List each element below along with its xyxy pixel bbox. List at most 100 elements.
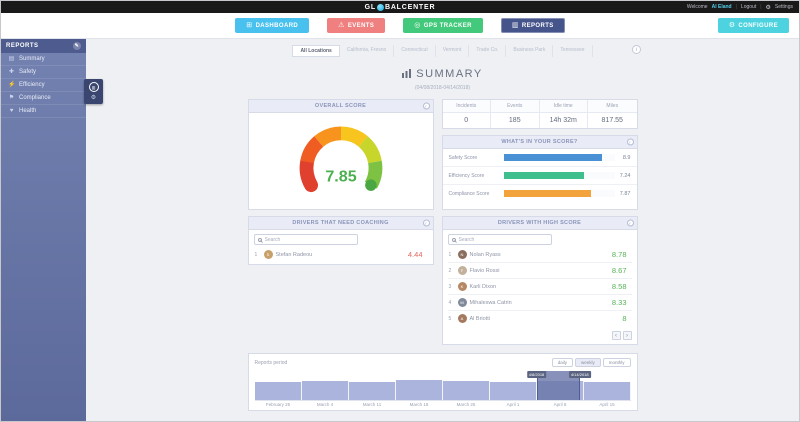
nav-label: GPS TRACKER bbox=[423, 22, 472, 29]
driver-row[interactable]: 3 K Karli Dixon 8.58 bbox=[447, 279, 632, 295]
sidebar-item-summary[interactable]: ▤ Summary bbox=[1, 53, 86, 66]
warning-icon: ⚠ bbox=[338, 22, 345, 29]
nav-label: CONFIGURE bbox=[738, 22, 778, 29]
nav-label: REPORTS bbox=[521, 22, 554, 29]
stat-value-events: 185 bbox=[491, 113, 540, 128]
info-icon[interactable]: i bbox=[422, 219, 430, 227]
timeline-bar bbox=[583, 381, 631, 400]
driver-rank: 1 bbox=[448, 251, 452, 258]
sidebar-item-health[interactable]: ♥ Health bbox=[1, 105, 86, 118]
page-title: SUMMARY bbox=[402, 68, 483, 80]
reports-sidebar: REPORTS ✎ ▤ Summary ✚ Safety ⚡ Efficienc… bbox=[1, 39, 86, 421]
driver-row[interactable]: 1 N Nolan Ryass 8.78 bbox=[447, 247, 632, 263]
panel-header: DRIVERS THAT NEED COACHING i bbox=[248, 217, 433, 230]
welcome-label: Welcome bbox=[686, 4, 708, 10]
sidebar-item-label: Efficiency bbox=[19, 82, 45, 88]
sidebar-item-efficiency[interactable]: ⚡ Efficiency bbox=[1, 79, 86, 92]
driver-row[interactable]: 5 A Al Briotti 8 bbox=[448, 311, 632, 326]
range-weekly-button[interactable]: weekly bbox=[574, 358, 601, 367]
pencil-icon[interactable]: ✎ bbox=[73, 42, 81, 50]
bar-chart-icon: ▤ bbox=[8, 56, 15, 62]
timeline-bar bbox=[348, 382, 396, 400]
avatar: N bbox=[457, 250, 467, 259]
bar-chart-icon bbox=[402, 69, 412, 78]
info-icon[interactable]: i bbox=[626, 219, 634, 227]
driver-score: 8.58 bbox=[611, 282, 627, 291]
tab-location-1[interactable]: California, Fresno bbox=[340, 45, 395, 57]
axis-label: March 25 bbox=[456, 402, 476, 407]
info-icon[interactable]: i bbox=[632, 45, 641, 54]
driver-row[interactable]: 4 M Mihaleswa Catrin 8.33 bbox=[447, 295, 632, 311]
driver-score: 4.44 bbox=[407, 250, 423, 259]
info-icon[interactable]: i bbox=[626, 138, 634, 146]
range-daily-button[interactable]: daily bbox=[551, 358, 573, 367]
tab-location-6[interactable]: Tennessee bbox=[553, 45, 593, 57]
gear-icon: ⚙ bbox=[765, 4, 771, 11]
selection-start-badge: 4/8/2018 bbox=[526, 371, 547, 378]
tab-location-2[interactable]: Connecticut bbox=[394, 45, 436, 57]
panel-header: OVERALL SCORE i bbox=[248, 100, 433, 113]
driver-row[interactable]: 1 S Stefan Radeou 4.44 bbox=[254, 247, 428, 262]
timeline-bar bbox=[301, 380, 349, 400]
search-input[interactable] bbox=[458, 236, 548, 243]
driver-name: Al Briotti bbox=[469, 315, 490, 322]
stat-label: Incidents bbox=[442, 100, 491, 113]
nav-configure-button[interactable]: ⚙ CONFIGURE bbox=[717, 18, 789, 33]
score-bar-fill-1 bbox=[503, 172, 584, 179]
date-range: (04/08/2018-04/14/2018) bbox=[414, 85, 471, 91]
stat-value-idle-time: 14h 32m bbox=[540, 113, 588, 128]
driver-score: 8.33 bbox=[611, 298, 627, 307]
tab-all-locations[interactable]: All Locations bbox=[292, 45, 340, 57]
nav-events-button[interactable]: ⚠ EVENTS bbox=[327, 18, 386, 33]
stat-value-miles: 817.55 bbox=[601, 117, 623, 124]
range-buttons: daily weekly monthly bbox=[551, 358, 631, 367]
nav-gps-tracker-button[interactable]: ◎ GPS TRACKER bbox=[403, 18, 483, 33]
search-input[interactable] bbox=[264, 236, 354, 243]
logo-text-left: GL bbox=[364, 3, 376, 11]
title-block: SUMMARY (04/08/2018-04/14/2018) bbox=[86, 65, 799, 91]
nav-dashboard-button[interactable]: ⊞ DASHBOARD bbox=[235, 18, 310, 33]
settings-link[interactable]: Settings bbox=[774, 4, 793, 10]
driver-row[interactable]: 2 F Flavio Rossi 8.67 bbox=[447, 263, 632, 279]
axis-label: April 8 bbox=[553, 402, 567, 407]
sidebar-title: REPORTS bbox=[6, 43, 39, 49]
username: Al Eland bbox=[711, 4, 732, 10]
bolt-icon: ⚡ bbox=[8, 82, 16, 88]
axis-label: February 25 bbox=[265, 402, 291, 407]
avatar: M bbox=[457, 298, 467, 307]
tab-location-4[interactable]: Trade Co. bbox=[469, 45, 507, 57]
body-row: REPORTS ✎ ▤ Summary ✚ Safety ⚡ Efficienc… bbox=[1, 39, 799, 421]
period-timeline[interactable]: 4/8/2018 4/14/2018 bbox=[254, 371, 631, 401]
driver-name: Stefan Radeou bbox=[275, 251, 313, 258]
prev-page-button[interactable]: ‹ bbox=[611, 331, 621, 340]
tab-location-5[interactable]: Business Park bbox=[506, 45, 554, 57]
driver-score: 8.67 bbox=[611, 266, 627, 275]
sidebar-item-label: Summary bbox=[19, 56, 45, 62]
avatar: F bbox=[457, 266, 467, 275]
sidebar-item-compliance[interactable]: ⚑ Compliance bbox=[1, 92, 86, 105]
driver-rank: 2 bbox=[448, 267, 452, 274]
reports-quick-badge[interactable]: ▥ ⚙ bbox=[84, 79, 103, 104]
axis-label: April 1 bbox=[506, 402, 520, 407]
score-bar-value: 8.9 bbox=[622, 154, 631, 161]
info-icon[interactable]: i bbox=[422, 102, 430, 110]
next-page-button[interactable]: › bbox=[622, 331, 632, 340]
score-bar-value: 7.87 bbox=[619, 190, 631, 197]
tab-location-3[interactable]: Vermont bbox=[436, 45, 470, 57]
driver-rank: 1 bbox=[254, 251, 258, 258]
logout-link[interactable]: Logout bbox=[740, 4, 757, 10]
driver-rank: 4 bbox=[448, 299, 452, 306]
panel-title: WHAT'S IN YOUR SCORE? bbox=[501, 139, 578, 145]
sidebar-item-safety[interactable]: ✚ Safety bbox=[1, 66, 86, 79]
sidebar-item-label: Safety bbox=[19, 69, 37, 75]
score-row-compliance: Compliance Score 7.87 bbox=[443, 185, 637, 202]
axis-label: March 4 bbox=[316, 402, 334, 407]
timeline-bar bbox=[395, 380, 443, 400]
driver-score: 8 bbox=[622, 314, 627, 323]
dashboard-icon: ⊞ bbox=[246, 22, 253, 29]
nav-reports-button[interactable]: ▥ REPORTS bbox=[500, 18, 565, 33]
score-row-safety: Safety Score 8.9 bbox=[442, 149, 637, 167]
score-bar-label: Safety Score bbox=[448, 154, 478, 161]
range-monthly-button[interactable]: monthly bbox=[602, 358, 631, 367]
